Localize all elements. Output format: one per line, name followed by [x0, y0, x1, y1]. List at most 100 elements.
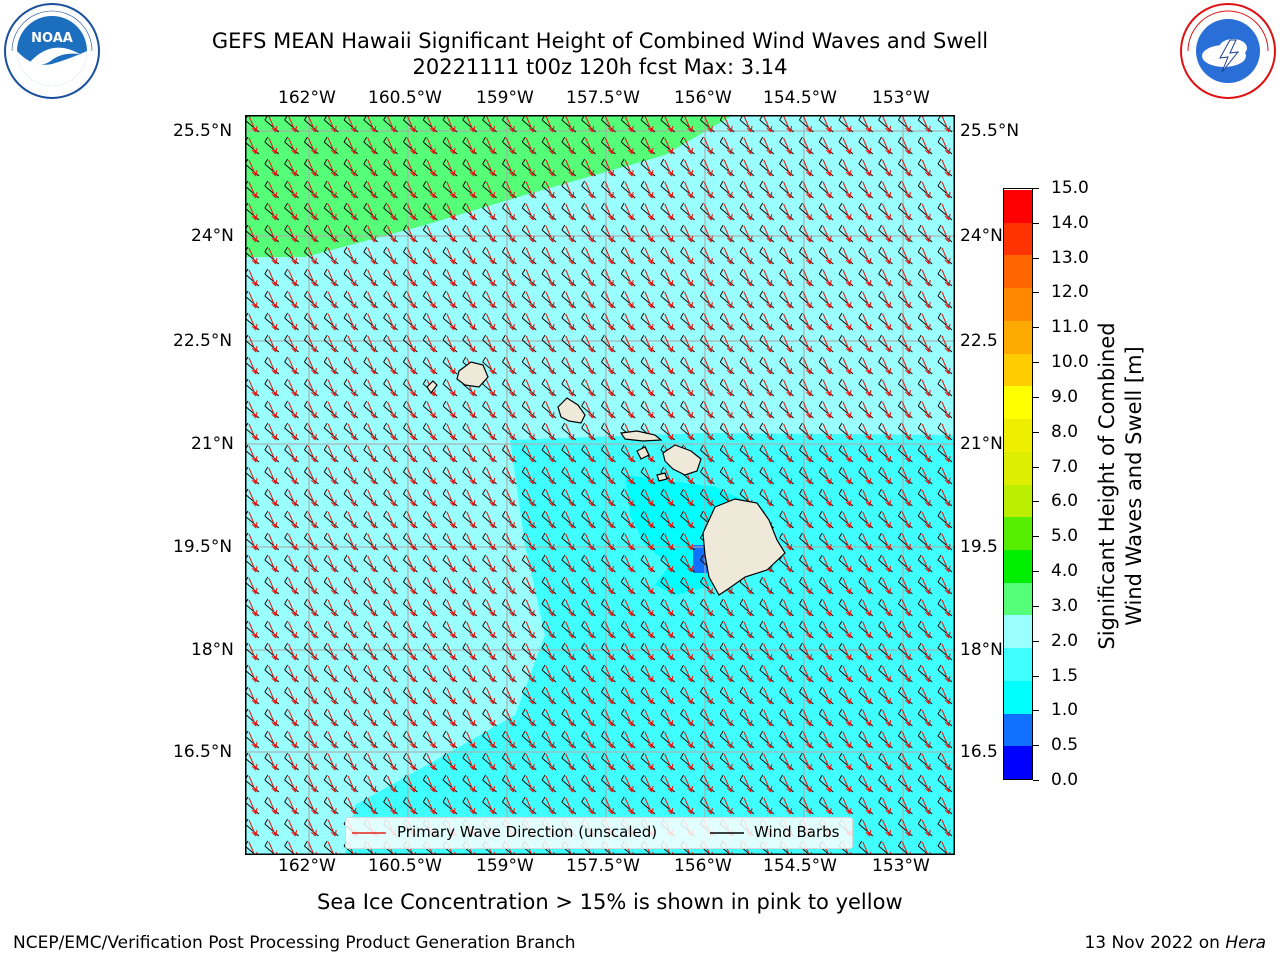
wave-direction-arrow	[406, 511, 416, 529]
wave-direction-arrow	[347, 115, 357, 133]
wind-barb	[878, 840, 890, 855]
wave-direction-arrow	[367, 599, 377, 617]
wave-direction-arrow	[822, 335, 832, 353]
lon-label: 157.5°W	[566, 88, 640, 108]
wave-direction-arrow	[347, 423, 357, 441]
lon-label: 153°W	[872, 88, 930, 108]
lat-label: 16.5°N	[173, 742, 233, 762]
wave-direction-arrow	[684, 753, 694, 771]
wave-direction-arrow	[406, 137, 416, 155]
colorbar-tick-mark	[1033, 292, 1039, 294]
wave-direction-arrow	[505, 753, 515, 771]
wave-direction-arrow	[446, 599, 456, 617]
wave-direction-arrow	[565, 643, 575, 661]
wave-direction-arrow	[624, 665, 634, 683]
wave-direction-arrow	[327, 401, 337, 419]
wave-direction-arrow	[743, 753, 753, 771]
wave-direction-arrow	[585, 643, 595, 661]
colorbar-tick-mark	[1033, 571, 1039, 573]
wave-direction-arrow	[921, 313, 931, 331]
wave-direction-arrow	[624, 203, 634, 221]
wave-direction-arrow	[327, 731, 337, 749]
wave-direction-arrow	[525, 401, 535, 419]
wave-direction-arrow	[604, 423, 614, 441]
wave-direction-arrow	[624, 621, 634, 639]
wave-direction-arrow	[327, 225, 337, 243]
colorbar-tick-label: 1.0	[1051, 700, 1079, 721]
wave-direction-arrow	[703, 731, 713, 749]
wave-direction-arrow	[664, 511, 674, 529]
wave-direction-arrow	[604, 753, 614, 771]
wave-direction-arrow	[268, 357, 278, 375]
colorbar-tick-mark	[1033, 431, 1039, 433]
wave-direction-arrow	[505, 247, 515, 265]
colorbar-tick-label: 11.0	[1051, 317, 1089, 338]
wave-direction-arrow	[684, 225, 694, 243]
wave-direction-arrow	[703, 357, 713, 375]
colorbar-segment	[1004, 320, 1032, 354]
wave-direction-arrow	[307, 137, 317, 155]
wave-direction-arrow	[783, 291, 793, 309]
wave-direction-arrow	[268, 665, 278, 683]
wave-direction-arrow	[802, 731, 812, 749]
wave-direction-arrow	[505, 181, 515, 199]
wave-direction-arrow	[248, 313, 258, 331]
wave-direction-arrow	[426, 423, 436, 441]
wave-direction-arrow	[604, 313, 614, 331]
wave-direction-arrow	[882, 819, 892, 837]
wave-direction-arrow	[624, 797, 634, 815]
wave-direction-arrow	[743, 423, 753, 441]
wave-direction-arrow	[505, 731, 515, 749]
colorbar-tick-mark	[1033, 222, 1039, 224]
wave-direction-arrow	[486, 621, 496, 639]
wave-direction-arrow	[901, 555, 911, 573]
wave-direction-arrow	[585, 511, 595, 529]
wave-direction-arrow	[268, 203, 278, 221]
wave-direction-arrow	[268, 423, 278, 441]
wave-direction-arrow	[941, 357, 951, 375]
wave-direction-arrow	[565, 709, 575, 727]
wave-direction-arrow	[288, 577, 298, 595]
wave-direction-arrow	[307, 577, 317, 595]
wave-direction-arrow	[763, 137, 773, 155]
wave-direction-arrow	[387, 577, 397, 595]
wave-direction-arrow	[624, 137, 634, 155]
wave-direction-arrow	[882, 687, 892, 705]
wave-direction-arrow	[486, 401, 496, 419]
wave-direction-arrow	[406, 247, 416, 265]
wave-direction-arrow	[565, 797, 575, 815]
colorbar-tick-label: 8.0	[1051, 421, 1079, 442]
wave-direction-arrow	[703, 159, 713, 177]
wave-direction-arrow	[743, 379, 753, 397]
wave-direction-arrow	[268, 401, 278, 419]
wave-direction-arrow	[288, 357, 298, 375]
wave-direction-arrow	[862, 159, 872, 177]
wave-direction-arrow	[822, 687, 832, 705]
wave-direction-arrow	[585, 753, 595, 771]
wave-direction-arrow	[486, 533, 496, 551]
wave-direction-arrow	[822, 731, 832, 749]
wave-direction-arrow	[307, 423, 317, 441]
wave-direction-arrow	[882, 621, 892, 639]
wave-direction-arrow	[783, 511, 793, 529]
wave-direction-arrow	[268, 225, 278, 243]
wave-direction-arrow	[585, 357, 595, 375]
wave-direction-arrow	[664, 797, 674, 815]
wave-direction-arrow	[842, 599, 852, 617]
wave-direction-arrow	[941, 445, 951, 463]
wave-direction-arrow	[585, 291, 595, 309]
wave-direction-arrow	[763, 335, 773, 353]
wave-direction-arrow	[882, 445, 892, 463]
wave-direction-arrow	[347, 687, 357, 705]
wave-direction-arrow	[822, 555, 832, 573]
wave-direction-arrow	[822, 181, 832, 199]
wave-direction-arrow	[505, 709, 515, 727]
wave-direction-arrow	[802, 247, 812, 265]
wave-direction-arrow	[604, 269, 614, 287]
wave-direction-arrow	[664, 247, 674, 265]
wave-direction-arrow	[624, 753, 634, 771]
wave-direction-arrow	[288, 115, 298, 133]
wave-direction-arrow	[347, 753, 357, 771]
wave-direction-arrow	[565, 687, 575, 705]
wave-direction-arrow	[486, 225, 496, 243]
